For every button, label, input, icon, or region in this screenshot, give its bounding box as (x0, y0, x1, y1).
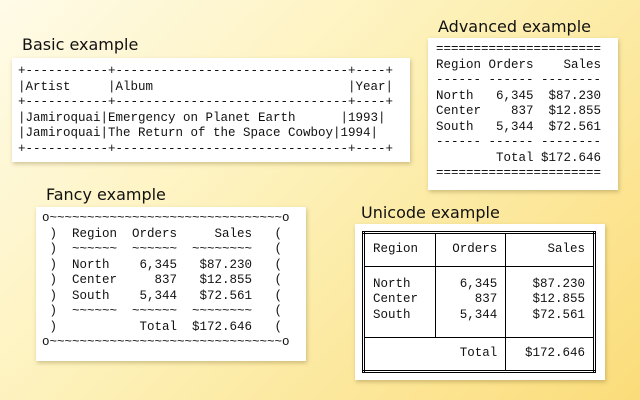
text-line: ) North 6,345 $87.230 ( (42, 257, 283, 272)
text-line: |Jamiroquai|Emergency on Planet Earth |1… (18, 110, 386, 125)
text-line: ------ ------ -------- (436, 73, 602, 87)
table-body-row: North Center South 6,345 837 5,344 $87.2… (363, 265, 595, 338)
text-line: ====================== (436, 166, 602, 180)
text-line: Total $172.646 (436, 150, 602, 165)
basic-example-title: Basic example (22, 35, 139, 54)
header-orders: Orders (434, 232, 507, 267)
fancy-example-panel: o~~~~~~~~~~~~~~~~~~~~~~~~~~~~~~~o ) Regi… (36, 207, 306, 361)
text-line: ) Total $172.646 ( (42, 319, 283, 334)
regions-cell: North Center South (363, 265, 436, 338)
text-line: ------ ------ -------- (436, 135, 602, 149)
text-line: +-----------+---------------------------… (18, 64, 394, 78)
unicode-example-title: Unicode example (361, 203, 500, 222)
unicode-table: Region Orders Sales North Center South 6… (362, 231, 596, 373)
text-line: ====================== (436, 42, 602, 56)
basic-example-panel: +-----------+---------------------------… (12, 58, 410, 162)
advanced-table-text: ====================== Region Orders Sale… (428, 38, 618, 182)
total-value: $172.646 (505, 337, 595, 372)
text-line: ) South 5,344 $72.561 ( (42, 288, 283, 303)
text-line: Center 837 $12.855 (436, 104, 602, 118)
table-header-row: Region Orders Sales (363, 232, 595, 267)
text-line: ) Center 837 $12.855 ( (42, 273, 283, 287)
advanced-example-title: Advanced example (438, 17, 591, 36)
table-total-row: Total $172.646 (362, 337, 595, 372)
text-line: ) Region Orders Sales ( (42, 226, 283, 241)
text-line: +-----------+---------------------------… (18, 95, 394, 109)
text-line: +-----------+---------------------------… (18, 141, 394, 156)
text-line: |Jamiroquai|The Return of the Space Cowb… (18, 126, 379, 140)
text-line: o~~~~~~~~~~~~~~~~~~~~~~~~~~~~~~~o (42, 335, 290, 349)
text-line: South 5,344 $72.561 (436, 119, 602, 134)
text-line: North 6,345 $87.230 (436, 88, 602, 103)
sales-cell: $87.230 $12.855 $72.561 (505, 265, 595, 338)
basic-table-text: +-----------+---------------------------… (12, 58, 410, 157)
text-line: o~~~~~~~~~~~~~~~~~~~~~~~~~~~~~~~o (42, 211, 290, 225)
advanced-example-panel: ====================== Region Orders Sale… (428, 38, 618, 190)
total-label: Total (362, 337, 507, 372)
text-line: ) ~~~~~~ ~~~~~~ ~~~~~~~~ ( (42, 304, 283, 318)
text-line: Region Orders Sales (436, 57, 602, 72)
header-sales: Sales (505, 232, 595, 267)
unicode-example-panel: Region Orders Sales North Center South 6… (355, 224, 605, 380)
header-region: Region (363, 232, 436, 267)
text-line: ) ~~~~~~ ~~~~~~ ~~~~~~~~ ( (42, 242, 283, 256)
fancy-table-text: o~~~~~~~~~~~~~~~~~~~~~~~~~~~~~~~o ) Regi… (36, 207, 306, 351)
fancy-example-title: Fancy example (46, 185, 166, 204)
orders-cell: 6,345 837 5,344 (434, 265, 507, 338)
text-line: |Artist |Album |Year| (18, 79, 394, 94)
